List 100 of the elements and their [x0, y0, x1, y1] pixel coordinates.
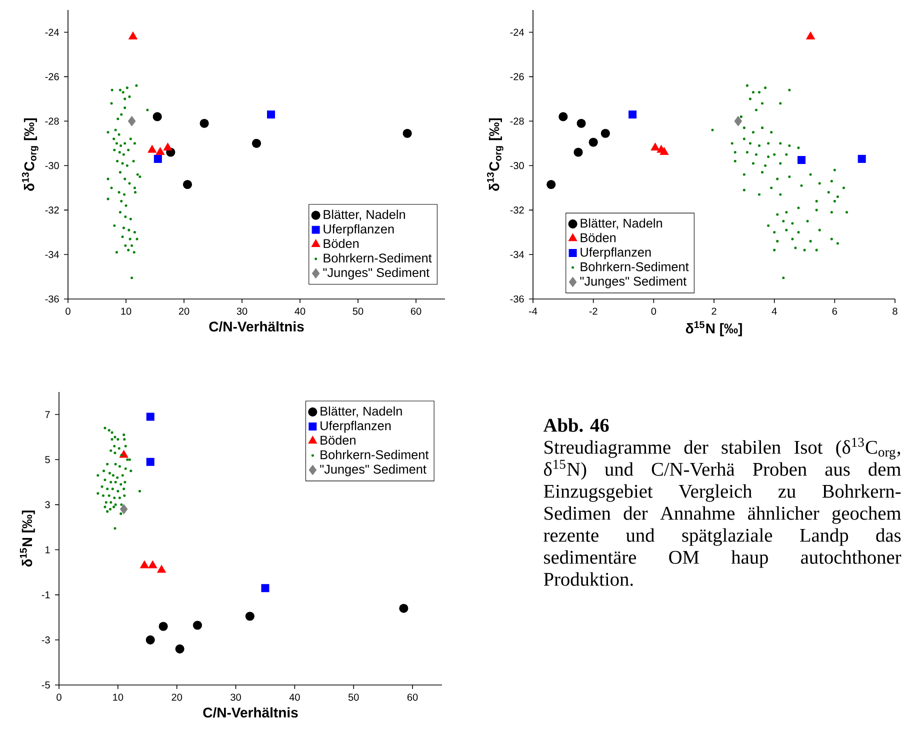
point	[118, 465, 121, 468]
point	[118, 133, 120, 136]
point	[127, 248, 130, 252]
x-tick-label: 4	[772, 308, 777, 315]
legend-label: Bohrkern-Sediment	[320, 450, 429, 460]
y-tick-label: 1	[45, 546, 50, 554]
point	[111, 488, 114, 490]
point	[113, 444, 116, 448]
point	[148, 144, 157, 153]
point	[146, 635, 155, 644]
legend-label: Bohrkern-Sediment	[580, 262, 689, 272]
point	[120, 504, 128, 514]
y-tick-label: -36	[45, 295, 59, 303]
x-tick-label: 10	[121, 308, 132, 315]
x-tick-label: 0	[56, 694, 62, 701]
y-tick-label: -30	[45, 162, 59, 170]
point	[120, 200, 123, 202]
point	[108, 472, 111, 474]
x-tick-label: -4	[529, 308, 538, 315]
y-tick-label: -30	[510, 162, 524, 170]
point	[148, 560, 158, 568]
x-tick-label: 0	[66, 308, 70, 315]
point	[122, 488, 126, 490]
x-tick-label: 60	[407, 694, 418, 701]
point	[261, 584, 270, 592]
text: Streudiagramme der stabilen Isot (δ$^{13}$C$_{org}$, δ$^{15}$N) und C/N-Verhä Proben aus dem Einzugsgebiet Vergleich zu Bohrkern-Sedimen der Annahme ähnlicher geochem rezente und spätglaziale Landp das sedimentäre OM haup autochthoner Produktion.	[544, 438, 902, 586]
legend-label: Blätter, Nadeln	[324, 210, 405, 221]
point	[136, 173, 139, 176]
point	[106, 462, 109, 466]
y-tick-label: 7	[45, 411, 50, 418]
point	[128, 228, 130, 232]
x-axis-title: C/N-Verhältnis	[203, 707, 298, 718]
point	[118, 496, 121, 500]
point	[156, 147, 165, 155]
point	[118, 88, 122, 92]
y-tick-label: -26	[510, 73, 524, 80]
point	[129, 138, 132, 140]
point	[128, 182, 131, 185]
point	[106, 488, 109, 490]
point	[123, 438, 126, 441]
point	[734, 116, 742, 126]
point	[126, 86, 128, 90]
point	[138, 175, 142, 178]
point	[157, 564, 166, 573]
point	[120, 144, 122, 147]
legend-label: Uferpflanzen	[320, 420, 391, 433]
y-tick-label: -26	[45, 73, 59, 80]
point	[158, 622, 168, 631]
legend-label: "Junges" Sediment	[320, 464, 426, 476]
point	[110, 438, 114, 441]
point	[122, 434, 126, 436]
point	[858, 154, 866, 163]
point	[116, 118, 120, 120]
y-tick-label: -24	[510, 28, 524, 36]
point	[175, 644, 184, 654]
point	[200, 118, 209, 128]
x-tick-label: 50	[352, 308, 364, 315]
point	[118, 150, 121, 154]
legend-label: Uferpflanzen	[324, 224, 394, 236]
x-tick-label: 6	[832, 308, 838, 315]
point	[109, 508, 112, 510]
y-tick-label: -28	[510, 118, 524, 125]
point	[112, 506, 116, 508]
y-axis-title: δ$^{13}$C$_{org}$ [‰]	[22, 118, 38, 191]
x-tick-label: -2	[589, 308, 598, 315]
point	[140, 560, 149, 568]
point	[102, 470, 106, 472]
y-tick-label: -34	[510, 250, 524, 258]
y-tick-label: -34	[45, 250, 60, 258]
legend-label: Böden	[320, 435, 356, 445]
y-tick-label: 5	[45, 456, 50, 464]
point	[546, 180, 556, 190]
point	[574, 148, 583, 157]
y-tick-label: -36	[510, 295, 524, 303]
point	[267, 110, 276, 118]
point	[660, 147, 669, 155]
point	[126, 164, 128, 167]
point	[192, 620, 202, 630]
point	[124, 444, 127, 448]
x-tick-label: 50	[348, 694, 359, 701]
point	[118, 171, 122, 174]
y-axis-title: δ$^{13}$C$_{org}$ [‰]	[486, 118, 504, 191]
y-tick-label: -5	[42, 681, 50, 688]
point	[182, 180, 192, 190]
point	[650, 142, 660, 150]
point	[600, 128, 610, 138]
point	[96, 492, 100, 495]
legend-label: Blätter, Nadeln	[320, 406, 402, 418]
x-axis-title: δ$^{15}$N [‰]	[686, 321, 742, 336]
y-tick-label: -32	[45, 206, 59, 214]
point	[152, 112, 162, 122]
point	[163, 142, 172, 150]
y-tick-label: -24	[45, 28, 60, 36]
legend-label: Bohrkern-Sediment	[324, 253, 432, 263]
point	[120, 483, 122, 486]
legend-label: Uferpflanzen	[580, 247, 651, 260]
y-tick-label: -32	[510, 206, 524, 214]
point	[245, 612, 254, 621]
point	[128, 116, 136, 126]
point	[402, 128, 412, 138]
